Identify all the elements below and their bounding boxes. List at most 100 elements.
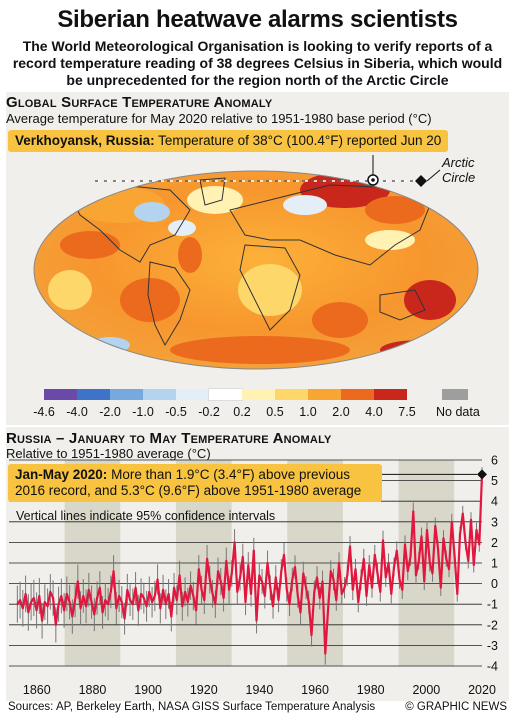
data-point <box>404 543 406 546</box>
data-point <box>335 599 338 601</box>
data-point <box>93 613 96 616</box>
data-point <box>175 599 178 601</box>
data-point <box>371 586 373 589</box>
data-point <box>442 537 445 540</box>
chart-panel-subtitle: Relative to 1951-1980 average (°C) <box>6 446 211 461</box>
data-point <box>277 599 280 601</box>
legend-swatch <box>308 389 341 400</box>
data-point <box>19 599 21 601</box>
map-panel-subtitle: Average temperature for May 2020 relativ… <box>6 111 432 126</box>
x-tick-label: 1900 <box>134 683 162 697</box>
data-point <box>142 597 145 599</box>
data-point <box>302 572 305 575</box>
data-point <box>415 574 417 577</box>
data-point <box>192 595 195 597</box>
data-point <box>244 601 247 604</box>
x-tick-label: 2020 <box>468 683 496 697</box>
data-point <box>409 555 412 558</box>
data-point <box>63 609 65 612</box>
data-point <box>321 580 324 583</box>
data-point <box>167 593 170 595</box>
data-point <box>456 593 459 595</box>
data-point <box>247 564 250 566</box>
data-point <box>145 605 148 608</box>
data-point <box>222 597 225 599</box>
legend-swatch <box>242 389 275 400</box>
data-point <box>470 518 472 521</box>
data-point <box>426 529 428 531</box>
data-point <box>351 588 354 591</box>
data-point <box>283 553 285 556</box>
legend-swatch <box>77 389 110 400</box>
chart-panel-title: Russia – January to May Temperature Anom… <box>6 430 332 447</box>
arctic-circle-label: Arctic Circle <box>442 155 476 185</box>
data-point <box>30 601 32 604</box>
legend-label: 0.2 <box>233 405 251 419</box>
data-point <box>274 576 277 579</box>
data-point <box>74 599 76 601</box>
data-point <box>151 601 153 604</box>
data-point <box>387 562 390 564</box>
data-point <box>134 586 137 589</box>
data-point <box>43 601 46 604</box>
data-point <box>68 601 71 604</box>
data-point <box>472 564 475 566</box>
data-point <box>203 599 206 601</box>
data-point <box>316 576 318 579</box>
data-point <box>258 574 261 577</box>
data-point <box>217 570 219 573</box>
y-tick-label: 2 <box>491 536 498 550</box>
record-marker <box>477 469 487 480</box>
x-tick-label: 1980 <box>357 683 385 697</box>
data-point <box>120 601 123 604</box>
data-point <box>98 586 101 589</box>
data-point <box>162 588 164 591</box>
data-point <box>379 590 382 593</box>
data-point <box>109 590 112 593</box>
data-point <box>291 578 294 581</box>
data-point <box>288 603 291 606</box>
data-point <box>137 609 140 612</box>
legend-label: 7.5 <box>398 405 416 419</box>
data-point <box>266 562 269 564</box>
data-point <box>412 510 415 513</box>
record-callout: Jan-May 2020: More than 1.9°C (3.4°F) ab… <box>8 464 382 502</box>
data-point <box>376 572 379 575</box>
data-point <box>263 595 266 597</box>
data-point <box>27 611 30 614</box>
data-point <box>428 562 431 564</box>
data-point <box>459 533 461 536</box>
legend-label: -4.0 <box>66 405 88 419</box>
data-point <box>52 597 54 599</box>
callout-text: Temperature of 38°C (100.4°F) reported J… <box>158 133 442 148</box>
data-point <box>65 593 68 595</box>
data-point <box>357 601 360 604</box>
data-point <box>327 609 329 612</box>
data-point <box>57 603 60 606</box>
legend-swatch <box>341 389 374 400</box>
data-point <box>395 549 398 552</box>
data-point <box>296 595 299 597</box>
data-point <box>338 562 340 564</box>
legend-swatch <box>374 389 407 400</box>
data-point <box>233 541 236 544</box>
x-tick-label: 1940 <box>246 683 274 697</box>
data-point <box>417 560 420 562</box>
record-callout-text: More than 1.9°C (3.4°F) above previous 2… <box>15 467 362 498</box>
data-point <box>16 603 19 606</box>
data-point <box>401 588 404 591</box>
data-point <box>211 593 214 595</box>
data-point <box>373 553 376 556</box>
y-tick-label: 5 <box>491 474 498 488</box>
data-point <box>186 601 189 604</box>
legend-label: -1.0 <box>132 405 154 419</box>
data-point <box>280 570 283 573</box>
x-tick-label: 1880 <box>79 683 107 697</box>
sources-text: Sources: AP, Berkeley Earth, NASA GISS S… <box>8 701 376 713</box>
data-point <box>79 607 82 610</box>
callout-bold: Jan-May 2020: <box>15 467 108 482</box>
data-point <box>299 611 302 614</box>
data-point <box>241 555 244 558</box>
data-point <box>236 590 239 593</box>
data-point <box>230 572 233 575</box>
